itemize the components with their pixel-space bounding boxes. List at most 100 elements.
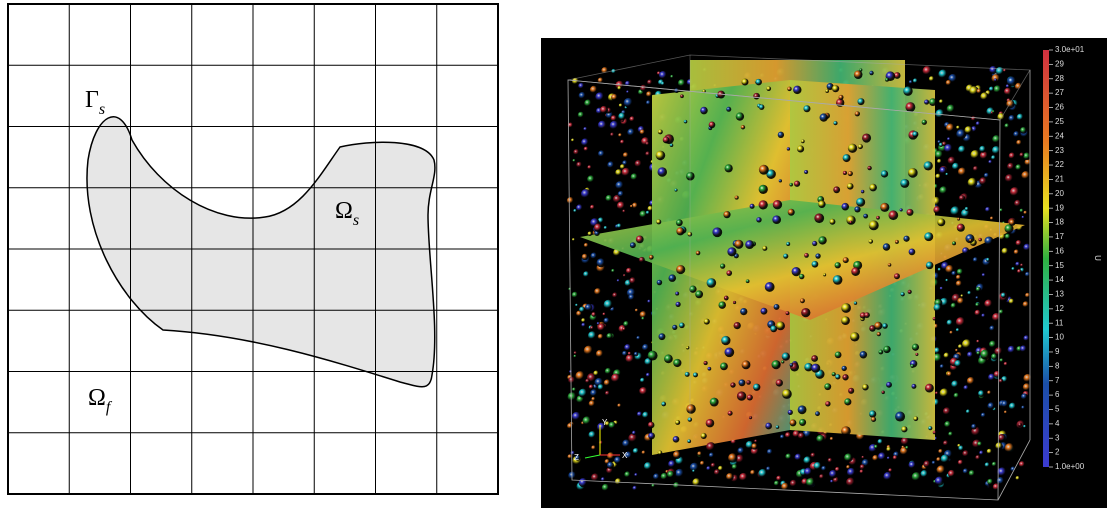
sphere (977, 441, 982, 446)
sphere (753, 384, 760, 391)
sphere (1008, 346, 1016, 354)
sphere (587, 165, 591, 169)
solid-region (87, 117, 435, 387)
colorbar-tick-label: 25 (1055, 117, 1064, 126)
sphere (623, 274, 626, 277)
sphere (940, 364, 945, 369)
sphere (782, 353, 790, 361)
colorbar-tick-label: 22 (1055, 160, 1064, 169)
sphere (788, 410, 793, 415)
sphere (815, 253, 820, 258)
sphere (981, 314, 985, 318)
sphere (1020, 263, 1023, 266)
sphere (976, 287, 981, 292)
sphere (948, 432, 953, 437)
subscript: s (99, 101, 105, 118)
sphere (628, 352, 632, 356)
sphere (762, 246, 767, 251)
sphere (956, 328, 960, 332)
sphere (706, 419, 715, 428)
sphere (626, 268, 633, 275)
sphere (874, 445, 878, 449)
sphere (772, 360, 781, 369)
sphere (626, 354, 635, 363)
sphere (604, 379, 611, 386)
sphere (735, 196, 739, 200)
sphere (869, 220, 879, 230)
sphere (995, 442, 1003, 450)
sphere (1009, 299, 1015, 305)
sphere (979, 451, 984, 456)
sphere (1020, 127, 1027, 134)
sphere (888, 468, 892, 472)
sphere (924, 161, 933, 170)
sphere (573, 159, 576, 162)
sphere (976, 121, 981, 126)
sphere (788, 209, 795, 216)
sphere (912, 344, 919, 351)
sphere (967, 291, 971, 295)
sphere (623, 321, 629, 327)
sphere (576, 162, 582, 168)
sphere (617, 86, 621, 90)
sphere (653, 473, 660, 480)
sphere (656, 151, 666, 161)
sphere (645, 142, 649, 146)
sphere (883, 243, 890, 250)
sphere (968, 178, 978, 188)
sphere (1002, 248, 1009, 255)
sphere (922, 120, 927, 125)
sphere (726, 270, 732, 276)
sphere (615, 181, 624, 190)
sphere (992, 462, 997, 467)
sphere (675, 292, 679, 296)
sphere (615, 169, 622, 176)
sphere (593, 371, 599, 377)
sphere (658, 167, 668, 177)
sphere (595, 92, 604, 101)
sphere (1005, 443, 1015, 453)
colorbar-tick-label: 29 (1055, 59, 1064, 68)
sphere (632, 431, 636, 435)
sphere (759, 200, 768, 209)
sphere (957, 269, 964, 276)
sphere (957, 298, 964, 305)
sphere (1004, 362, 1008, 366)
sphere (675, 420, 680, 425)
sphere (851, 267, 860, 276)
sphere (723, 211, 730, 218)
sphere (685, 372, 690, 377)
sphere (848, 171, 853, 176)
sphere (607, 333, 613, 339)
sphere (793, 86, 801, 94)
sphere (965, 234, 974, 243)
sphere (818, 200, 826, 208)
sphere (801, 140, 805, 144)
sphere (710, 398, 719, 407)
sphere (574, 355, 577, 358)
sphere (611, 115, 617, 121)
sphere (984, 173, 990, 179)
sphere (1021, 406, 1025, 410)
sphere (597, 323, 605, 331)
sphere (869, 239, 874, 244)
sphere (759, 165, 769, 175)
sphere (779, 179, 782, 182)
sphere (1015, 164, 1021, 170)
sphere (582, 254, 588, 260)
sphere (578, 112, 585, 119)
sphere (906, 209, 913, 216)
sphere (938, 268, 942, 272)
sphere (947, 137, 951, 141)
sphere (704, 361, 708, 365)
sphere (737, 447, 744, 454)
sphere (1023, 425, 1026, 428)
sphere (795, 454, 802, 461)
colorbar-tick-label: 5 (1055, 405, 1060, 414)
sphere (642, 344, 650, 352)
sphere (833, 275, 843, 285)
sphere (963, 385, 968, 390)
sphere (591, 445, 596, 450)
sphere (984, 299, 993, 308)
sphere (692, 469, 695, 472)
